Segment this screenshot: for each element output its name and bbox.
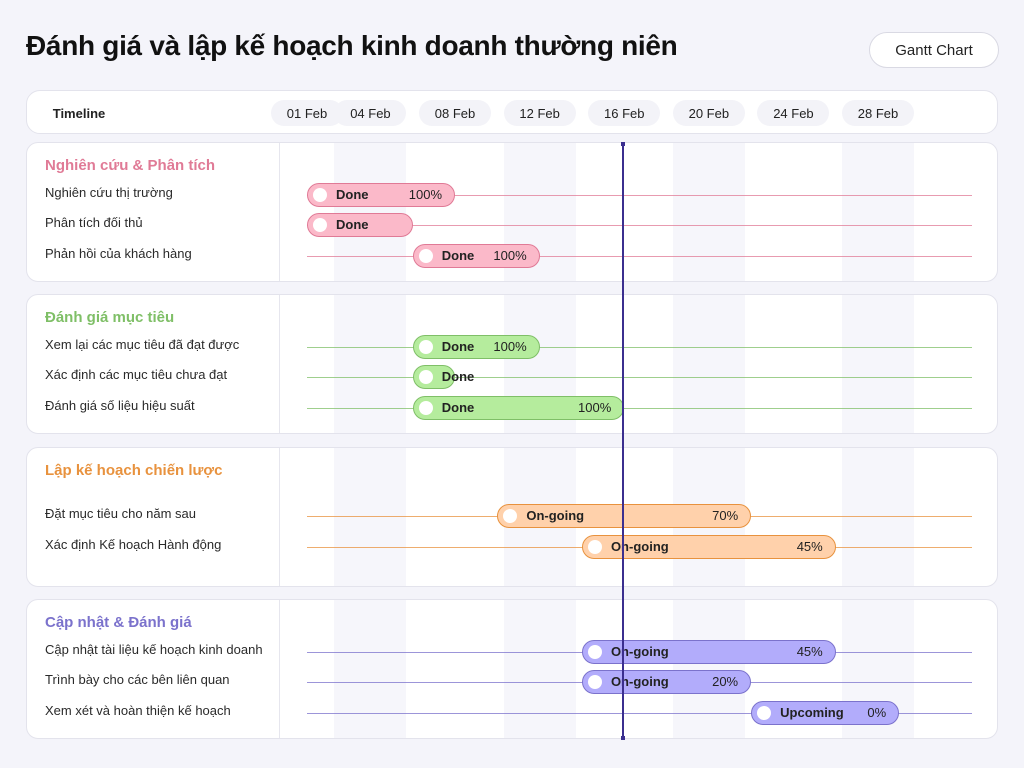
task-progress: 45% xyxy=(796,539,823,554)
task-status: Done xyxy=(336,217,369,232)
task-status: On-going xyxy=(526,508,585,523)
task-progress: 0% xyxy=(867,705,887,720)
task-track xyxy=(307,225,972,226)
column-stripe xyxy=(334,448,407,586)
task-status: On-going xyxy=(610,644,669,659)
status-dot-icon xyxy=(418,370,433,384)
timeline-date: 12 Feb xyxy=(503,100,576,126)
task-label: Đặt mục tiêu cho năm sau xyxy=(45,506,197,521)
task-status: Done xyxy=(441,339,475,354)
task-status: Upcoming xyxy=(780,705,844,720)
section-divider xyxy=(279,448,280,586)
gantt-section: Nghiên cứu & Phân tích Nghiên cứu thị trư… xyxy=(26,142,998,282)
column-stripe xyxy=(842,295,915,433)
section-divider xyxy=(279,600,280,738)
task-status: Done xyxy=(441,400,475,415)
column-stripe xyxy=(503,600,576,738)
section-divider xyxy=(279,295,280,433)
task-status: On-going xyxy=(610,539,669,554)
task-progress: 20% xyxy=(712,674,739,689)
task-bar[interactable]: On-going 45% xyxy=(581,640,836,664)
gantt-section: Lập kế hoạch chiến lược Đặt mục tiêu cho … xyxy=(26,447,998,587)
task-bar[interactable]: Done 100% xyxy=(412,244,540,268)
section-title: Lập kế hoạch chiến lược xyxy=(45,462,223,479)
task-status: Done xyxy=(441,369,475,384)
status-dot-icon xyxy=(313,188,327,202)
timeline-date: 24 Feb xyxy=(757,100,830,126)
task-bar[interactable]: On-going 20% xyxy=(581,670,752,694)
status-dot-icon xyxy=(418,249,433,263)
task-track xyxy=(307,408,972,409)
task-status: Done xyxy=(336,187,369,202)
status-dot-icon xyxy=(757,706,772,720)
column-stripe xyxy=(672,143,745,281)
timeline-header: Timeline 01 Feb 04 Feb 08 Feb 12 Feb 16 Feb 2… xyxy=(26,90,998,134)
timeline-date: 16 Feb xyxy=(588,100,661,126)
task-label: Xác định các mục tiêu chưa đạt xyxy=(45,367,228,382)
task-progress: 100% xyxy=(493,339,527,354)
task-track xyxy=(307,713,972,714)
status-dot-icon xyxy=(418,340,433,354)
task-bar[interactable]: Done 100% xyxy=(412,335,540,359)
task-label: Xác định Kế hoạch Hành động xyxy=(45,537,222,552)
task-progress: 100% xyxy=(493,248,527,263)
status-dot-icon xyxy=(587,540,602,554)
timeline-date: 08 Feb xyxy=(419,100,492,126)
task-track xyxy=(307,347,972,348)
status-dot-icon xyxy=(418,401,433,415)
task-track xyxy=(307,195,972,196)
page-title: Đánh giá và lập kế hoạch kinh doanh thườ… xyxy=(26,30,678,61)
task-bar[interactable]: Done 100% xyxy=(307,183,456,207)
task-bar[interactable]: On-going 45% xyxy=(581,535,836,559)
task-progress: 70% xyxy=(712,508,739,523)
task-label: Cập nhật tài liệu kế hoạch kinh doanh xyxy=(45,642,263,657)
column-stripe xyxy=(334,600,407,738)
task-progress: 45% xyxy=(796,644,823,659)
column-stripe xyxy=(842,448,915,586)
status-dot-icon xyxy=(587,645,602,659)
status-dot-icon xyxy=(313,218,327,232)
task-label: Xem lại các mục tiêu đã đạt được xyxy=(45,337,240,352)
status-dot-icon xyxy=(587,675,602,689)
timeline-label: Timeline xyxy=(39,100,119,126)
task-label: Nghiên cứu thị trường xyxy=(45,185,173,200)
section-title: Nghiên cứu & Phân tích xyxy=(45,157,216,174)
column-stripe xyxy=(672,600,745,738)
task-bar[interactable]: Done xyxy=(412,365,474,389)
task-label: Phản hồi của khách hàng xyxy=(45,246,192,261)
column-stripe xyxy=(842,143,915,281)
timeline-date: 28 Feb xyxy=(842,100,915,126)
column-stripe xyxy=(334,295,407,433)
task-track xyxy=(307,256,972,257)
gantt-section: Đánh giá mục tiêu Xem lại các mục tiêu đã… xyxy=(26,294,998,434)
task-label: Đánh giá số liệu hiệu suất xyxy=(45,398,195,413)
timeline-date: 04 Feb xyxy=(334,100,407,126)
column-stripe xyxy=(334,143,407,281)
task-status: Done xyxy=(441,248,475,263)
status-dot-icon xyxy=(503,509,518,523)
task-label: Trình bày cho các bên liên quan xyxy=(45,672,230,687)
task-bar[interactable]: Done xyxy=(307,213,413,237)
timeline-date: 20 Feb xyxy=(672,100,745,126)
timeline-date: 01 Feb xyxy=(271,100,343,126)
task-label: Phân tích đối thủ xyxy=(45,215,143,230)
task-label: Xem xét và hoàn thiện kế hoạch xyxy=(45,703,231,718)
section-title: Đánh giá mục tiêu xyxy=(45,309,175,326)
task-status: On-going xyxy=(610,674,669,689)
task-progress: 100% xyxy=(578,400,612,415)
section-divider xyxy=(279,143,280,281)
task-track xyxy=(307,377,972,378)
gantt-section: Cập nhật & Đánh giá Cập nhật tài liệu kế … xyxy=(26,599,998,739)
task-bar[interactable]: Done 100% xyxy=(412,396,625,420)
column-stripe xyxy=(672,295,745,433)
task-progress: 100% xyxy=(408,187,443,202)
section-title: Cập nhật & Đánh giá xyxy=(45,614,192,631)
current-date-line xyxy=(621,142,626,740)
task-bar[interactable]: Upcoming 0% xyxy=(751,701,900,725)
chart-type-badge[interactable]: Gantt Chart xyxy=(869,32,999,68)
